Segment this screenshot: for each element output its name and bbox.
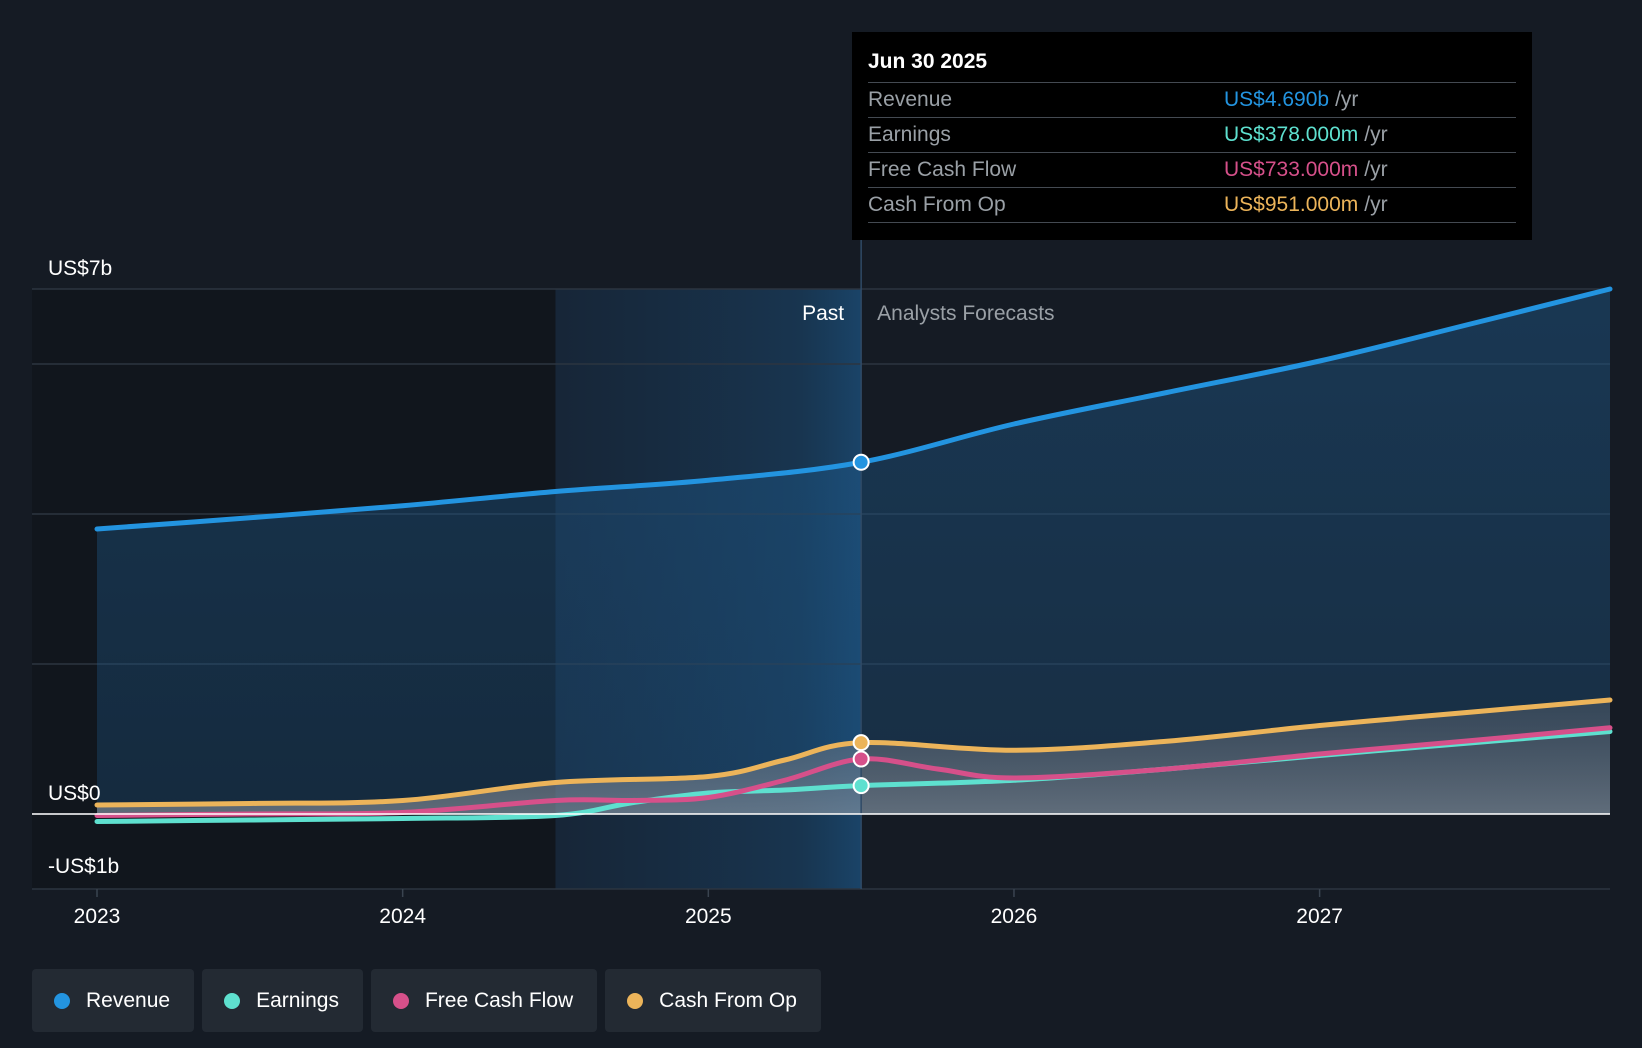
marker-earnings bbox=[852, 777, 870, 795]
tooltip-label: Earnings bbox=[868, 123, 951, 146]
tooltip-row-earnings: Earnings US$378.000m /yr bbox=[868, 118, 1516, 153]
tooltip-unit: /yr bbox=[1364, 158, 1388, 181]
tooltip-row-revenue: Revenue US$4.690b /yr bbox=[868, 83, 1516, 118]
y-axis-label: US$0 bbox=[48, 782, 101, 805]
marker-free-cash-flow bbox=[852, 750, 870, 768]
tooltip-value: US$378.000m bbox=[1224, 123, 1359, 146]
x-axis-label: 2023 bbox=[74, 905, 121, 928]
legend-label: Free Cash Flow bbox=[424, 988, 574, 1012]
tooltip-label: Free Cash Flow bbox=[868, 158, 1017, 181]
series-line-cash-from-op bbox=[94, 697, 1613, 808]
legend-label: Earnings bbox=[256, 988, 339, 1012]
tooltip-row-free-cash-flow: Free Cash Flow US$733.000m /yr bbox=[868, 153, 1516, 188]
tooltip-unit: /yr bbox=[1335, 88, 1359, 111]
series-lines bbox=[94, 286, 1613, 824]
tooltip-value: US$733.000m bbox=[1224, 158, 1359, 181]
past-label: Past bbox=[802, 302, 844, 325]
legend-item-revenue[interactable]: Revenue bbox=[32, 969, 195, 1032]
tooltip-value: US$4.690b bbox=[1224, 88, 1330, 111]
tooltip-unit: /yr bbox=[1364, 193, 1388, 216]
legend-dot-icon bbox=[627, 992, 644, 1009]
series-line-free-cash-flow bbox=[94, 725, 1613, 818]
tooltip-unit: /yr bbox=[1364, 123, 1388, 146]
legend-label: Revenue bbox=[86, 988, 171, 1012]
marker-revenue bbox=[852, 453, 870, 471]
marker-cash-from-op bbox=[852, 734, 870, 752]
hover-markers bbox=[852, 453, 870, 795]
legend-dot-icon bbox=[54, 992, 70, 1009]
x-axis-label: 2024 bbox=[379, 905, 426, 928]
tooltip: Jun 30 2025 Revenue US$4.690b /yr Earnin… bbox=[852, 32, 1532, 240]
tooltip-row-cash-from-op: Cash From Op US$951.000m /yr bbox=[868, 188, 1516, 223]
tooltip-label: Cash From Op bbox=[868, 193, 1006, 216]
legend-item-free-cash-flow[interactable]: Free Cash Flow bbox=[370, 969, 598, 1032]
legend-item-cash-from-op[interactable]: Cash From Op bbox=[605, 969, 821, 1032]
tooltip-label: Revenue bbox=[868, 88, 953, 111]
y-axis-labels: US$7b US$0 -US$1b bbox=[48, 257, 119, 878]
forecast-label: Analysts Forecasts bbox=[877, 302, 1054, 325]
y-axis-label: US$7b bbox=[48, 257, 112, 280]
tooltip-date: Jun 30 2025 bbox=[868, 46, 1516, 83]
legend-label: Cash From Op bbox=[659, 988, 797, 1012]
legend: Revenue Earnings Free Cash Flow Cash Fro… bbox=[32, 969, 821, 1032]
legend-item-earnings[interactable]: Earnings bbox=[202, 969, 363, 1032]
x-axis-label: 2027 bbox=[1296, 905, 1343, 928]
x-axis-label: 2025 bbox=[685, 905, 732, 928]
legend-dot-icon bbox=[392, 992, 409, 1009]
x-axis-label: 2026 bbox=[991, 905, 1038, 928]
x-axis-labels: 2023 2024 2025 2026 2027 bbox=[74, 889, 1343, 928]
y-axis-label: -US$1b bbox=[48, 855, 119, 878]
revenue-area bbox=[97, 289, 1610, 814]
tooltip-value: US$951.000m bbox=[1224, 193, 1359, 216]
legend-dot-icon bbox=[224, 992, 241, 1009]
